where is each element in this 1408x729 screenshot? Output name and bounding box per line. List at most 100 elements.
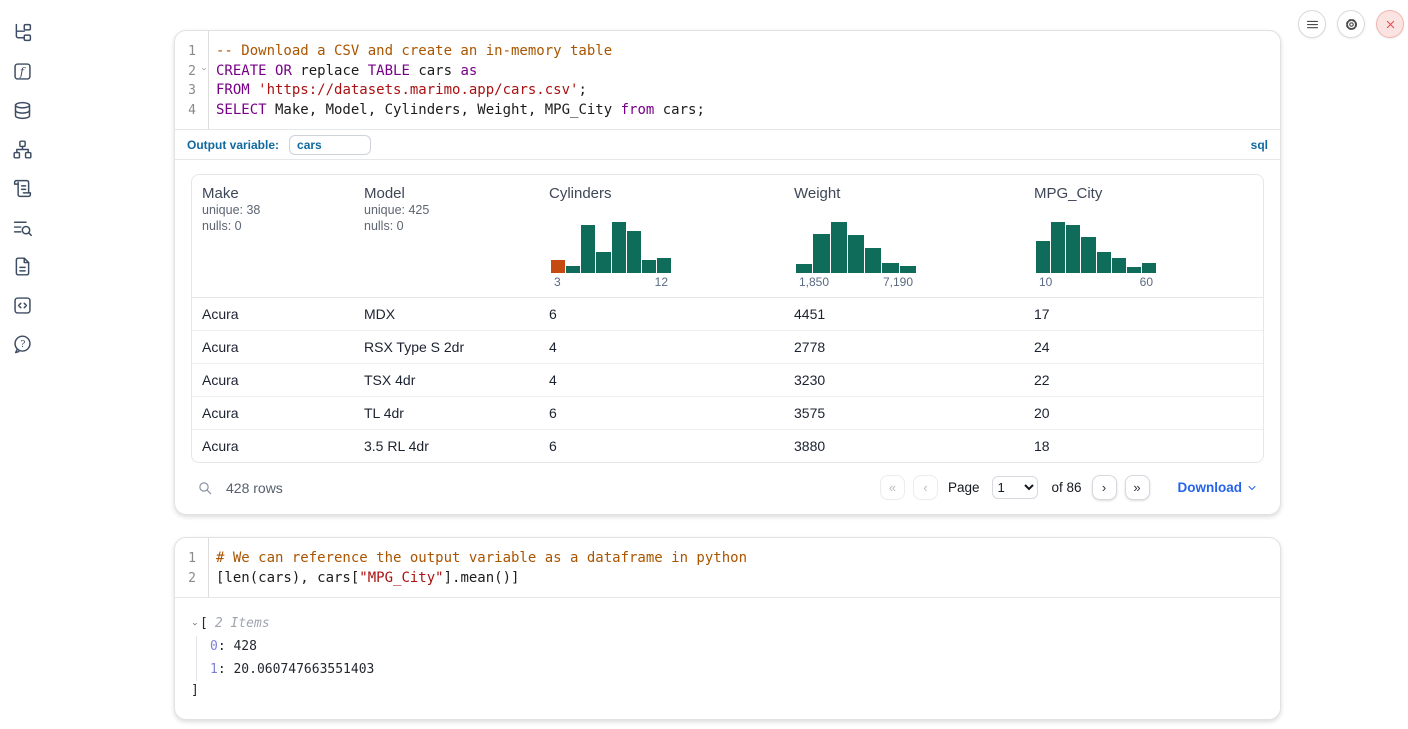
histogram-bar[interactable] <box>581 224 596 273</box>
histogram-bar[interactable] <box>796 263 813 273</box>
download-button[interactable]: Download <box>1178 480 1259 495</box>
histogram-bar[interactable] <box>656 257 671 273</box>
collapse-chevron-icon[interactable]: › <box>189 620 201 628</box>
histogram-bar[interactable] <box>566 265 581 273</box>
histogram-bar[interactable] <box>596 251 611 273</box>
histogram-bar[interactable] <box>611 221 626 273</box>
list-search-icon[interactable] <box>10 215 34 239</box>
code-line: SELECT Make, Model, Cylinders, Weight, M… <box>216 101 705 118</box>
tree-header: › [ 2 Items <box>189 614 1264 634</box>
dependency-graph-icon[interactable] <box>10 137 34 161</box>
previous-page-button[interactable]: ‹ <box>912 475 938 500</box>
line-number-gutter: 1 2 › 3 4 <box>175 31 209 129</box>
column-header[interactable]: Model unique: 425 nulls: 0 <box>356 175 541 298</box>
page-total: of 86 <box>1051 480 1082 495</box>
table-cell: 6 <box>541 428 786 462</box>
histogram-bar[interactable] <box>1141 262 1156 273</box>
histogram-bar[interactable] <box>865 247 882 273</box>
column-stat: nulls: 0 <box>202 219 242 233</box>
table-row[interactable]: Acura TL 4dr 6 3575 20 <box>192 395 1263 429</box>
table-cell: 17 <box>1034 305 1050 322</box>
menu-button[interactable] <box>1298 10 1326 38</box>
close-bracket: ] <box>191 683 199 698</box>
file-tree-icon[interactable] <box>10 20 34 44</box>
line-number: 2 › <box>188 63 209 79</box>
menu-icon <box>1306 20 1318 28</box>
line-number: 4 <box>188 102 196 118</box>
svg-text:f: f <box>18 64 25 78</box>
first-page-button[interactable]: « <box>879 475 905 500</box>
items-count-label: 2 Items <box>214 616 270 631</box>
histogram-bar[interactable] <box>899 265 916 273</box>
line-number: 1 <box>188 44 196 59</box>
table-cell: 4 <box>541 362 786 396</box>
histogram-max-label: 60 <box>1139 274 1153 289</box>
code-line: -- Download a CSV and create an in-memor… <box>216 43 613 59</box>
table-cell: 20 <box>1026 395 1263 429</box>
histogram-bar[interactable] <box>1111 257 1126 273</box>
output-variable-label: Output variable: <box>187 137 280 152</box>
table-row[interactable]: Acura TSX 4dr 4 3230 22 <box>192 362 1263 396</box>
histogram-bar[interactable] <box>847 234 865 273</box>
histogram-bar[interactable] <box>1096 251 1111 273</box>
table-cell: 4451 <box>794 305 826 322</box>
sql-code-editor[interactable]: 1 2 › 3 4 -- Download a CSV and create an in… <box>175 31 1280 129</box>
table-row[interactable]: Acura 3.5 RL 4dr 6 3880 18 <box>192 428 1263 462</box>
column-histogram[interactable]: 3 12 <box>551 219 671 289</box>
database-icon[interactable] <box>10 98 34 122</box>
python-output: › [ 2 Items 0: 428 1: 20.060747663551403 … <box>175 597 1280 719</box>
table-cell: 6 <box>549 305 557 322</box>
column-histogram[interactable]: 1,850 7,190 <box>796 219 916 289</box>
last-page-button[interactable]: » <box>1124 475 1150 500</box>
open-bracket: [ <box>200 616 208 631</box>
histogram-bar[interactable] <box>1051 221 1066 273</box>
output-variable-row: Output variable: sql <box>175 129 1280 159</box>
page-select[interactable]: 1 <box>992 476 1039 499</box>
search-button[interactable] <box>197 480 213 496</box>
table-cell: 22 <box>1026 362 1263 396</box>
code-square-icon[interactable] <box>10 293 34 317</box>
column-header[interactable]: Cylinders 3 12 <box>541 175 786 298</box>
help-circle-icon[interactable]: ? <box>10 332 34 356</box>
histogram-bar[interactable] <box>882 262 899 273</box>
histogram-bar[interactable] <box>1126 266 1141 273</box>
table-row[interactable]: Acura MDX 6 4451 17 <box>192 297 1263 330</box>
table-header-row: Make unique: 38 nulls: 0 Model unique: 425 nu… <box>192 175 1263 298</box>
histogram-bar[interactable] <box>830 221 847 273</box>
next-page-button[interactable]: › <box>1091 475 1117 500</box>
line-number: 2 <box>188 570 196 586</box>
column-header[interactable]: MPG_City 10 60 <box>1026 175 1263 298</box>
table-row[interactable]: Acura RSX Type S 2dr 4 2778 24 <box>192 329 1263 363</box>
fold-chevron-icon[interactable]: › <box>197 65 209 72</box>
search-icon <box>199 481 212 494</box>
column-header[interactable]: Make unique: 38 nulls: 0 <box>192 175 356 298</box>
column-histogram[interactable]: 10 60 <box>1036 219 1156 289</box>
histogram-bar[interactable] <box>551 259 566 273</box>
histogram-bar[interactable] <box>813 233 830 273</box>
function-square-icon[interactable]: f <box>10 59 34 83</box>
sidebar-panel: f ? <box>0 20 44 356</box>
code-line: # We can reference the output variable a… <box>216 550 748 566</box>
table-cell: 6 <box>541 395 786 429</box>
table-cell: 3.5 RL 4dr <box>356 428 541 462</box>
file-text-icon[interactable] <box>10 254 34 278</box>
histogram-bar[interactable] <box>1036 240 1051 273</box>
shutdown-button[interactable] <box>1376 10 1404 38</box>
table-cell: TSX 4dr <box>356 362 541 396</box>
column-header[interactable]: Weight 1,850 7,190 <box>786 175 1026 298</box>
scroll-text-icon[interactable] <box>10 176 34 200</box>
output-variable-input[interactable] <box>289 134 372 155</box>
table-cell: 3575 <box>786 395 1026 429</box>
histogram-max-label: 7,190 <box>882 274 913 289</box>
sql-cell: 1 2 › 3 4 -- Download a CSV and create an in… <box>174 30 1281 515</box>
histogram-bar[interactable] <box>1081 236 1096 273</box>
svg-text:?: ? <box>20 339 25 350</box>
histogram-bar[interactable] <box>641 259 656 273</box>
line-number: 3 <box>188 83 196 98</box>
histogram-bar[interactable] <box>1066 224 1081 273</box>
column-stat: unique: 38 <box>202 203 261 217</box>
histogram-bar[interactable] <box>626 230 641 273</box>
settings-button[interactable] <box>1337 10 1365 38</box>
